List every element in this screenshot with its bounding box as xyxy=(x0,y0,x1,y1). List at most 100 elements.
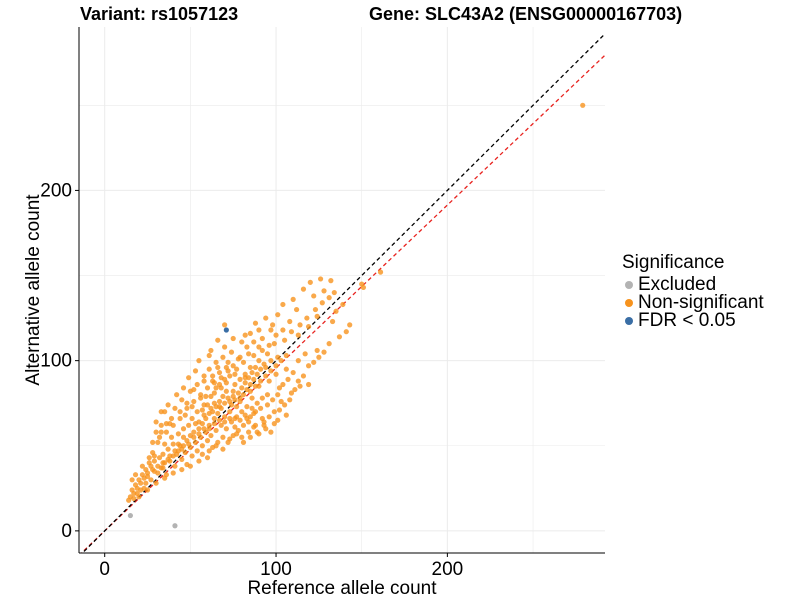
data-point-non-significant xyxy=(239,339,245,345)
data-point-non-significant xyxy=(179,466,185,473)
x-axis-label: Reference allele count xyxy=(247,578,437,599)
data-point-non-significant xyxy=(580,102,586,108)
data-point-non-significant xyxy=(208,393,214,399)
data-point-non-significant xyxy=(158,429,164,435)
data-point-non-significant xyxy=(232,424,238,430)
data-point-non-significant xyxy=(189,415,195,422)
data-point-non-significant xyxy=(242,380,248,386)
data-point-non-significant xyxy=(213,427,219,434)
data-point-non-significant xyxy=(182,449,188,456)
data-point-non-significant xyxy=(139,463,145,469)
data-point-non-significant xyxy=(261,422,267,428)
data-point-non-significant xyxy=(134,490,140,497)
data-point-non-significant xyxy=(280,327,286,333)
x-tick-label: 100 xyxy=(260,559,292,580)
legend-dot-non-significant xyxy=(625,299,633,307)
data-point-non-significant xyxy=(273,371,279,377)
data-point-non-significant xyxy=(162,409,168,415)
data-point-non-significant xyxy=(211,400,217,406)
data-point-non-significant xyxy=(168,434,175,440)
data-point-non-significant xyxy=(179,397,185,403)
data-point-non-significant xyxy=(271,421,277,427)
data-point-non-significant xyxy=(220,354,226,360)
variant-title: Variant: rs1057123 xyxy=(80,4,239,24)
data-point-non-significant xyxy=(153,480,159,486)
data-point-non-significant xyxy=(203,393,209,399)
data-point-non-significant xyxy=(172,463,178,469)
data-point-non-significant xyxy=(247,414,253,420)
data-point-non-significant xyxy=(222,376,228,382)
data-point-non-significant xyxy=(175,431,181,437)
data-point-non-significant xyxy=(153,429,159,435)
data-point-non-significant xyxy=(282,337,288,343)
data-point-non-significant xyxy=(222,419,228,425)
data-point-non-significant xyxy=(222,344,228,350)
data-point-non-significant xyxy=(317,276,324,282)
data-point-non-significant xyxy=(156,455,163,461)
data-point-non-significant xyxy=(216,369,223,376)
data-point-non-significant xyxy=(264,392,271,398)
data-point-non-significant xyxy=(222,414,228,420)
reference-line-identity xyxy=(81,33,605,553)
data-point-non-significant xyxy=(180,426,187,432)
data-point-non-significant xyxy=(213,359,219,365)
data-point-non-significant xyxy=(206,352,212,359)
data-point-non-significant xyxy=(377,269,384,275)
data-point-non-significant xyxy=(321,349,327,355)
data-point-non-significant xyxy=(290,296,296,302)
data-point-non-significant xyxy=(182,412,188,418)
data-point-non-significant xyxy=(192,368,199,374)
data-point-non-significant xyxy=(336,334,343,340)
data-point-non-significant xyxy=(218,405,224,411)
data-point-non-significant xyxy=(196,458,202,464)
data-point-non-significant xyxy=(292,386,298,393)
data-point-non-significant xyxy=(156,434,163,440)
data-point-non-significant xyxy=(240,439,247,445)
data-point-non-significant xyxy=(158,422,164,428)
data-point-non-significant xyxy=(278,398,284,405)
data-point-non-significant xyxy=(319,300,325,306)
data-point-non-significant xyxy=(211,421,217,427)
data-point-non-significant xyxy=(230,335,236,342)
data-point-non-significant xyxy=(247,388,253,394)
data-point-non-significant xyxy=(246,375,252,381)
data-point-non-significant xyxy=(276,385,283,391)
data-point-fdr-0-05 xyxy=(223,327,229,333)
data-point-non-significant xyxy=(283,366,289,372)
data-point-non-significant xyxy=(215,337,221,343)
y-tick-label: 0 xyxy=(61,521,72,542)
data-point-non-significant xyxy=(247,434,253,440)
data-point-non-significant xyxy=(186,441,192,447)
data-point-non-significant xyxy=(155,463,161,469)
data-point-non-significant xyxy=(251,339,257,345)
data-point-non-significant xyxy=(196,426,202,432)
data-point-non-significant xyxy=(321,288,327,294)
data-point-non-significant xyxy=(340,301,346,308)
data-point-non-significant xyxy=(198,392,204,398)
legend-dot-fdr xyxy=(625,317,633,325)
data-point-non-significant xyxy=(220,446,226,452)
data-point-non-significant xyxy=(264,351,271,357)
data-point-non-significant xyxy=(259,335,265,342)
data-point-non-significant xyxy=(247,330,253,337)
y-tick-label: 200 xyxy=(40,180,72,201)
data-point-non-significant xyxy=(201,373,207,379)
data-point-non-significant xyxy=(184,405,190,411)
data-point-non-significant xyxy=(194,409,200,415)
data-point-non-significant xyxy=(300,373,307,379)
reference-line-fit xyxy=(80,54,605,553)
data-point-non-significant xyxy=(228,402,235,408)
data-point-non-significant xyxy=(227,409,233,415)
data-point-non-significant xyxy=(172,405,178,411)
data-point-non-significant xyxy=(295,358,301,364)
data-point-non-significant xyxy=(246,351,252,357)
data-point-non-significant xyxy=(249,395,255,401)
data-point-non-significant xyxy=(146,455,152,461)
data-point-non-significant xyxy=(240,422,247,428)
data-point-non-significant xyxy=(211,415,217,422)
data-point-non-significant xyxy=(199,421,205,427)
data-point-non-significant xyxy=(290,369,296,376)
data-point-non-significant xyxy=(179,456,185,462)
data-point-non-significant xyxy=(258,405,264,411)
